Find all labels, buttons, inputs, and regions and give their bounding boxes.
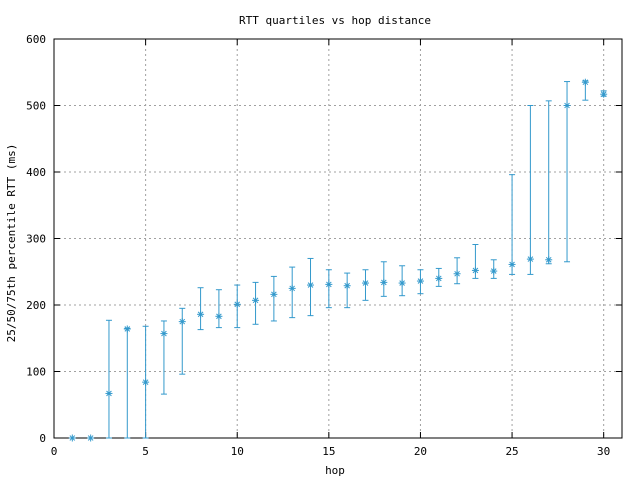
data-point xyxy=(270,290,278,298)
data-point xyxy=(160,330,168,338)
point-stroke xyxy=(564,102,570,109)
point-stroke xyxy=(179,318,186,325)
point-stroke xyxy=(509,261,515,268)
data-point xyxy=(435,274,443,282)
series-rtt-quartiles xyxy=(68,78,608,442)
data-point xyxy=(142,378,150,386)
error-bar xyxy=(289,266,296,319)
chart-title: RTT quartiles vs hop distance xyxy=(239,14,431,27)
data-point xyxy=(288,284,296,292)
error-bar xyxy=(270,275,277,322)
point-stroke xyxy=(142,379,149,385)
data-point xyxy=(105,389,113,397)
point-stroke xyxy=(216,313,222,320)
point-stroke xyxy=(381,279,387,286)
data-point xyxy=(453,270,461,278)
x-tick-label: 20 xyxy=(414,445,427,458)
point-stroke xyxy=(527,256,534,262)
point-stroke xyxy=(124,326,131,332)
point-stroke xyxy=(600,91,607,97)
point-stroke xyxy=(252,297,259,304)
x-tick-label: 10 xyxy=(231,445,244,458)
y-tick-label: 200 xyxy=(26,299,46,312)
y-axis-label: 25/50/75th percentile RTT (ms) xyxy=(5,144,18,343)
point-stroke xyxy=(87,435,94,441)
error-bar xyxy=(325,269,332,309)
data-point xyxy=(563,102,571,109)
point-stroke xyxy=(582,79,589,86)
x-axis-label: hop xyxy=(325,464,345,477)
point-stroke xyxy=(326,281,332,288)
y-tick-label: 0 xyxy=(39,432,46,445)
data-point xyxy=(380,278,388,286)
data-point xyxy=(600,90,608,98)
data-point xyxy=(123,325,131,333)
error-bar xyxy=(215,289,222,329)
point-stroke xyxy=(362,280,369,286)
data-point xyxy=(87,434,95,442)
y-axis: 0 100 200 300 400 500 600 xyxy=(26,33,622,445)
x-axis: 0 5 10 15 20 25 30 xyxy=(51,39,610,458)
y-tick-label: 600 xyxy=(26,33,46,46)
x-tick-label: 30 xyxy=(597,445,610,458)
data-point xyxy=(526,255,534,263)
error-bar xyxy=(564,81,571,263)
data-point xyxy=(490,267,498,275)
data-point xyxy=(215,312,223,320)
data-point xyxy=(361,279,369,287)
data-point xyxy=(68,434,76,442)
data-point xyxy=(416,277,424,285)
x-tick-label: 0 xyxy=(51,445,58,458)
point-stroke xyxy=(545,256,552,263)
data-point xyxy=(252,296,260,304)
error-bar xyxy=(527,105,534,275)
y-tick-label: 300 xyxy=(26,233,46,246)
data-point xyxy=(233,300,241,308)
data-point xyxy=(508,260,516,268)
error-bar xyxy=(197,287,204,331)
error-bar xyxy=(545,100,552,265)
y-tick-label: 400 xyxy=(26,166,46,179)
point-stroke xyxy=(307,282,314,288)
grid-lines xyxy=(54,39,622,438)
point-stroke xyxy=(197,311,204,318)
data-point xyxy=(545,256,553,264)
x-tick-label: 25 xyxy=(505,445,518,458)
point-stroke xyxy=(399,280,405,286)
data-point xyxy=(325,280,333,288)
x-tick-label: 15 xyxy=(322,445,335,458)
data-point xyxy=(307,281,315,289)
x-tick-label: 5 xyxy=(142,445,149,458)
y-tick-label: 100 xyxy=(26,366,46,379)
error-bar xyxy=(105,319,112,439)
data-point xyxy=(398,279,406,287)
data-point xyxy=(343,282,351,290)
data-point xyxy=(178,318,186,326)
point-stroke xyxy=(234,301,241,308)
point-stroke xyxy=(271,291,277,298)
point-stroke xyxy=(69,435,76,441)
point-stroke xyxy=(490,268,497,274)
data-point xyxy=(471,266,479,274)
y-tick-label: 500 xyxy=(26,100,46,113)
error-bar xyxy=(344,272,351,309)
point-stroke xyxy=(435,275,442,282)
data-point xyxy=(581,78,589,86)
point-stroke xyxy=(161,330,167,337)
point-stroke xyxy=(417,278,424,284)
point-stroke xyxy=(344,282,350,289)
point-stroke xyxy=(472,267,479,274)
point-stroke xyxy=(289,285,295,292)
point-stroke xyxy=(106,390,112,397)
error-bar xyxy=(509,174,516,275)
data-point xyxy=(197,310,205,318)
point-stroke xyxy=(454,270,460,277)
